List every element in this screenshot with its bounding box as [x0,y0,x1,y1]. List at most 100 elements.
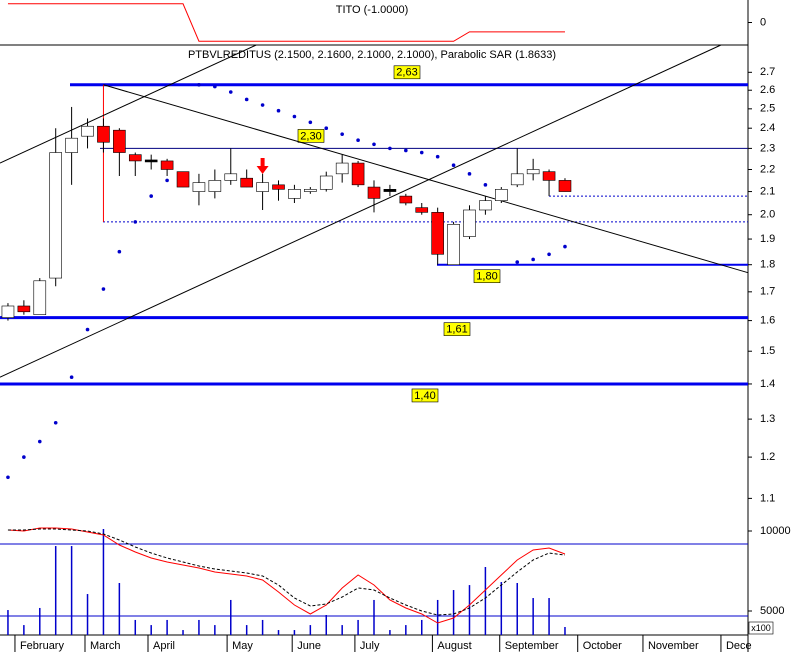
candle-body [256,182,269,192]
sar-dot [404,148,408,153]
candle-body [33,280,47,316]
y-tick-label: 10000 [760,525,791,537]
volume-bar [532,598,534,635]
volume-bar [452,590,455,635]
candle-body [415,207,429,213]
candle-body [335,162,349,175]
x-tick-label: July [360,640,380,652]
volume-bar [564,627,566,635]
indicator-title: TITO (-1.0000) [336,4,409,16]
candle-body [447,224,460,266]
x-tick-label: June [297,640,321,652]
y-tick-label: 2.0 [760,209,775,221]
y-tick-label: 2.2 [760,163,775,175]
sar-dot [531,257,535,262]
level-label-box [393,65,421,80]
sar-dot [467,172,472,176]
level-label: 1,61 [446,324,467,336]
candle-body [526,169,540,175]
level-label: 1,40 [414,390,435,402]
level-label-box [473,269,501,284]
x-tick-label: November [648,640,699,652]
volume-bar [468,585,471,635]
unit-box [748,621,774,635]
y-tick-label: 1.1 [760,492,775,504]
y-tick-label: 1.4 [760,378,775,390]
volume-bar [389,630,391,635]
y-tick-label: 1.8 [760,259,775,271]
candle-body [176,171,190,188]
volume-bar [293,630,296,635]
chart-title: PTBVLREDITUS (2.1500, 2.1600, 2.1000, 2.… [188,49,556,61]
sar-dot [228,90,233,94]
volume-bar [214,625,216,635]
volume-bar [277,630,280,635]
volume-bar [420,619,423,635]
level-label: 1,80 [476,271,497,283]
candle-body [351,162,365,186]
candle-body [97,125,110,143]
volume-bar [341,625,343,635]
y-tick-label: 1.6 [760,315,775,327]
sar-dot [165,178,169,183]
sar-dot [149,194,153,198]
level-label-box [443,322,471,336]
level-label: 2,30 [300,130,321,142]
candle-body [1,305,15,318]
sar-dot [37,439,42,444]
volume-bar [134,619,137,635]
candle-body [192,182,206,192]
volume-bar [7,610,9,635]
volume-bar [245,625,248,635]
volume-bar [86,594,89,635]
x-tick-label: March [90,640,121,652]
x-tick-label: May [232,640,253,652]
sar-dot [117,249,122,254]
y-tick-label: 2.3 [760,142,775,154]
candle-body [224,173,238,181]
candle-body [558,180,572,192]
sar-dot [324,126,329,131]
trendline [0,44,257,164]
volume-average [7,527,566,624]
y-tick-label: 2.4 [760,122,775,134]
volume-bar [309,625,312,635]
candle-body [510,173,524,186]
sar-dot [292,114,297,119]
sar-dot [435,154,440,159]
volume-bar [325,615,328,635]
sar-dot [547,252,551,257]
trendline [103,84,749,274]
sar-dot [451,163,456,167]
sar-dot [515,260,520,264]
sar-dot [213,84,217,89]
y-tick-label: 1.5 [760,345,775,357]
volume-bar [405,625,407,635]
volume-bar [166,619,168,635]
volume-bar [261,619,264,635]
x-tick-label: August [437,640,471,652]
candle-body [128,154,142,162]
sar-dot [260,103,265,107]
volume-bar [516,583,518,635]
sar-dot [372,142,376,147]
sar-dot [419,150,424,155]
candle-body [367,186,381,199]
y-tick-label: 2.1 [760,185,775,197]
candle-body [495,189,508,201]
y-tick-label: 0 [760,16,766,28]
candle-body [479,200,492,211]
candle-body [463,209,476,237]
candle-body [160,160,174,170]
sar-dot [69,375,74,380]
y-tick-label: 5000 [760,605,784,617]
volume-bar [373,599,375,635]
volume-bar [548,598,550,635]
y-tick-label: 1.9 [760,233,775,245]
volume-bar [500,582,503,635]
level-label-box [411,388,439,403]
volume-bar [23,625,25,635]
candle-body [272,184,285,190]
sar-dot [483,183,488,187]
